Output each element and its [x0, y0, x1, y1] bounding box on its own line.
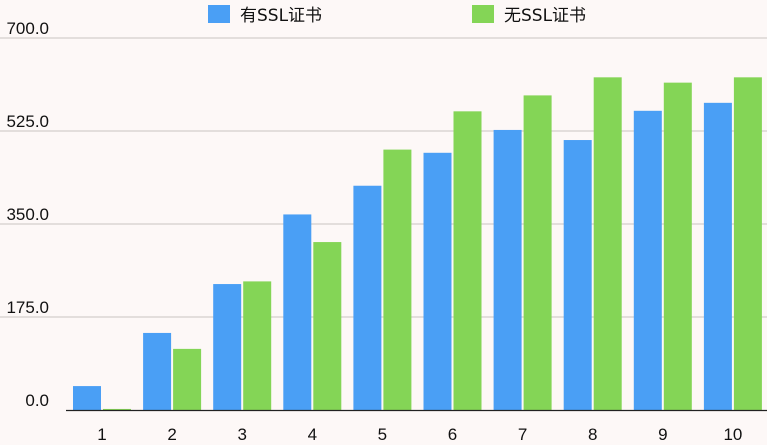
y-axis-tick-labels: 0.0 175.0 350.0 525.0 700.0: [6, 19, 49, 410]
bar-without-ssl-9: [663, 82, 692, 410]
x-tick-label: 8: [588, 425, 597, 444]
legend-swatch-with-ssl: [208, 5, 230, 23]
y-tick-label: 700.0: [6, 19, 49, 38]
bar-without-ssl-1: [103, 408, 131, 410]
legend-label-with-ssl: 有SSL证书: [240, 6, 322, 26]
bar-without-ssl-4: [313, 242, 342, 410]
x-tick-label: 3: [237, 425, 246, 444]
x-axis-tick-labels: 1 2 3 4 5 6 7 8 9 10: [97, 425, 742, 444]
bars: [73, 77, 762, 411]
y-tick-label: 175.0: [6, 298, 49, 317]
bar-without-ssl-5: [383, 149, 412, 410]
bar-without-ssl-2: [173, 348, 202, 410]
bar-with-ssl-6: [423, 152, 452, 410]
bar-without-ssl-8: [593, 77, 622, 410]
y-tick-label: 525.0: [6, 112, 49, 131]
x-tick-label: 9: [658, 425, 667, 444]
bar-with-ssl-5: [353, 185, 382, 410]
x-tick-label: 6: [448, 425, 457, 444]
bar-without-ssl-6: [453, 111, 482, 410]
bar-without-ssl-3: [243, 281, 272, 410]
x-tick-label: 1: [97, 425, 106, 444]
legend-label-without-ssl: 无SSL证书: [504, 6, 586, 26]
x-tick-label: 2: [167, 425, 176, 444]
bar-with-ssl-9: [633, 110, 662, 410]
y-tick-label: 0.0: [25, 391, 49, 410]
bar-without-ssl-7: [523, 95, 552, 410]
legend-swatch-without-ssl: [472, 5, 494, 23]
x-tick-label: 10: [723, 425, 742, 444]
bar-with-ssl-2: [143, 332, 172, 410]
x-tick-label: 4: [308, 425, 317, 444]
y-tick-label: 350.0: [6, 205, 49, 224]
bar-with-ssl-7: [493, 129, 522, 411]
bar-with-ssl-10: [703, 102, 732, 410]
bar-with-ssl-4: [283, 214, 312, 410]
bar-with-ssl-1: [73, 386, 101, 410]
legend: 有SSL证书 无SSL证书: [208, 5, 586, 26]
bar-with-ssl-3: [213, 284, 242, 410]
bar-with-ssl-8: [563, 140, 592, 410]
x-tick-label: 5: [378, 425, 387, 444]
bar-without-ssl-10: [733, 77, 762, 410]
x-tick-label: 7: [518, 425, 527, 444]
